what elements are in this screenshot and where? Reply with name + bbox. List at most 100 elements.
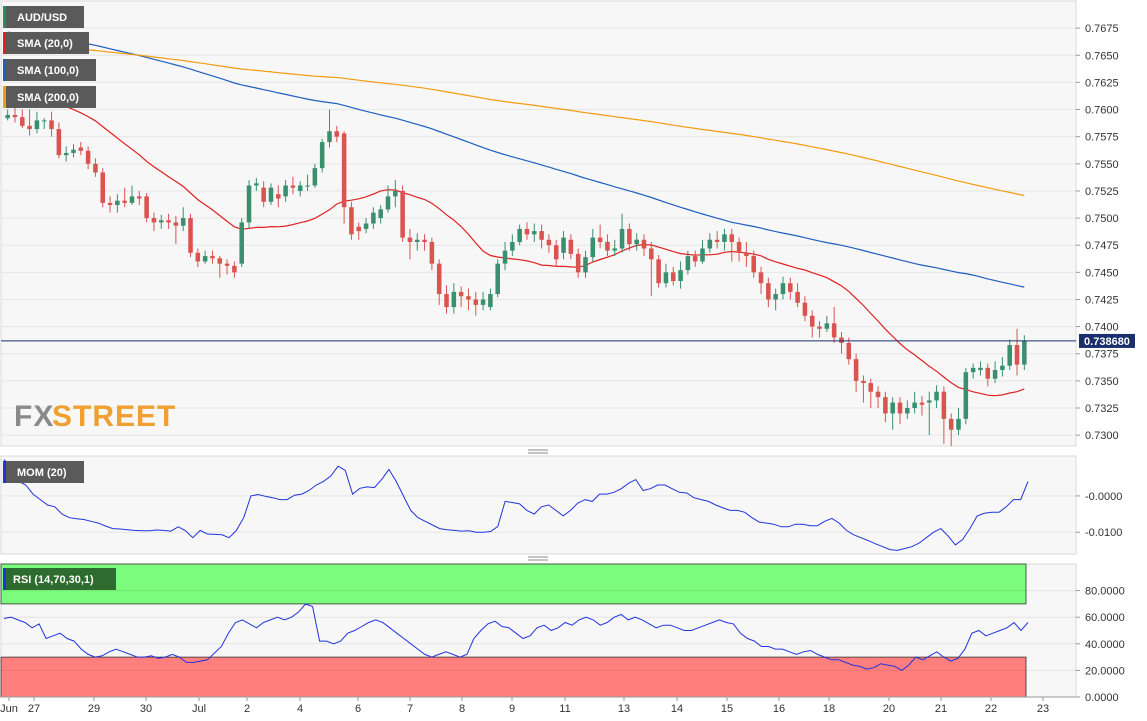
candle — [634, 233, 639, 251]
momentum-grid — [1, 495, 1076, 533]
rsi-tick-label: 20.0000 — [1085, 665, 1125, 677]
candle-body — [27, 125, 32, 130]
candle — [568, 234, 574, 260]
candle-body — [714, 239, 720, 242]
candle — [553, 239, 559, 267]
sma-lines — [7, 31, 1025, 397]
candle — [912, 391, 917, 414]
candle-body — [473, 299, 479, 305]
rsi-oversold-zone — [0, 656, 1027, 698]
candle — [261, 181, 266, 208]
candle-body — [678, 270, 683, 282]
legend-momentum-label: MOM (20) — [17, 467, 67, 479]
candle — [239, 218, 244, 267]
rsi-overbought-zone — [0, 563, 1027, 605]
panel-splitter-2[interactable] — [0, 555, 1076, 563]
candle-body — [85, 150, 91, 164]
candle — [283, 180, 288, 202]
candle-body — [846, 342, 852, 360]
legend-rsi[interactable]: RSI (14,70,30,1) — [3, 568, 116, 590]
candle-body — [627, 228, 632, 245]
candle — [685, 250, 691, 275]
candle-body — [239, 222, 244, 264]
sma-20-line — [7, 88, 1025, 397]
legend-sma-20[interactable]: SMA (20,0) — [3, 32, 89, 54]
candle — [297, 181, 303, 197]
legend-sma-100[interactable]: SMA (100,0) — [3, 59, 96, 81]
legend-symbol[interactable]: AUD/USD — [3, 6, 84, 28]
candle — [78, 142, 84, 156]
legend-rsi-label: RSI (14,70,30,1) — [13, 574, 94, 586]
candle — [488, 288, 493, 311]
legend-symbol-label: AUD/USD — [17, 12, 67, 24]
candle — [934, 385, 939, 409]
candle-body — [524, 228, 530, 235]
candle-body — [466, 296, 471, 300]
candle-body — [210, 256, 215, 259]
candle-body — [736, 241, 742, 253]
candle-body — [356, 226, 362, 232]
candle-body — [546, 239, 552, 246]
svg-text:STREET: STREET — [52, 400, 176, 433]
candle — [502, 241, 508, 271]
candle — [341, 131, 347, 224]
candle-body — [49, 120, 54, 130]
price-tick-label: 0.7475 — [1085, 240, 1119, 252]
price-grid — [1, 27, 1076, 436]
candle-body — [663, 272, 669, 284]
candle — [956, 408, 961, 436]
price-tick-label: 0.7575 — [1085, 132, 1119, 144]
candle-body — [788, 283, 793, 292]
candle-body — [319, 142, 325, 169]
candle-body — [590, 237, 596, 258]
candle-body — [56, 129, 62, 156]
rsi-line — [3, 603, 1029, 671]
candle — [451, 283, 457, 314]
candle-body — [670, 272, 676, 282]
current-price-value: 0.738680 — [1084, 336, 1130, 348]
candle-body — [751, 256, 756, 273]
candle — [948, 413, 954, 446]
candle-body — [1007, 345, 1012, 366]
candle-body — [100, 172, 106, 203]
current-price-tag: 0.738680 — [1079, 333, 1135, 348]
rsi-tick-label: 40.0000 — [1085, 639, 1125, 651]
candle-body — [722, 234, 727, 242]
price-tick-label: 0.7425 — [1085, 294, 1119, 306]
time-tick-label: 9 — [509, 703, 515, 715]
candle — [970, 363, 976, 379]
time-tick-label: 2 — [244, 703, 250, 715]
candle — [985, 363, 991, 387]
candle — [919, 396, 925, 416]
time-tick-label: 29 — [88, 703, 100, 715]
candle-body — [268, 187, 274, 202]
candle-body — [839, 337, 844, 343]
legend-sma-200-label: SMA (200,0) — [17, 92, 79, 104]
rsi-tick-label: 0.0000 — [1085, 692, 1119, 704]
candle — [766, 277, 771, 308]
candle-body — [773, 294, 778, 300]
fxstreet-watermark: FX STREET — [14, 400, 176, 433]
candle — [1007, 339, 1012, 371]
legend-momentum[interactable]: MOM (20) — [3, 461, 84, 483]
candle — [583, 250, 588, 278]
candle — [846, 337, 852, 365]
candle — [319, 138, 325, 173]
candle-body — [122, 200, 127, 203]
candle-body — [444, 294, 449, 308]
panel-splitter-1[interactable] — [0, 447, 1076, 456]
candle — [93, 158, 98, 177]
price-tick-label: 0.7675 — [1085, 23, 1119, 35]
candle — [444, 285, 449, 314]
candle — [378, 205, 383, 224]
time-tick-label: Jun — [0, 703, 18, 715]
candle — [773, 288, 778, 311]
candle — [414, 233, 420, 251]
candle — [41, 118, 47, 130]
candle-body — [202, 256, 208, 262]
candle — [729, 228, 735, 262]
candle-body — [1014, 345, 1020, 365]
candle-body — [400, 190, 405, 238]
price-tick-label: 0.7375 — [1085, 349, 1119, 361]
legend-sma-200[interactable]: SMA (200,0) — [3, 86, 96, 108]
